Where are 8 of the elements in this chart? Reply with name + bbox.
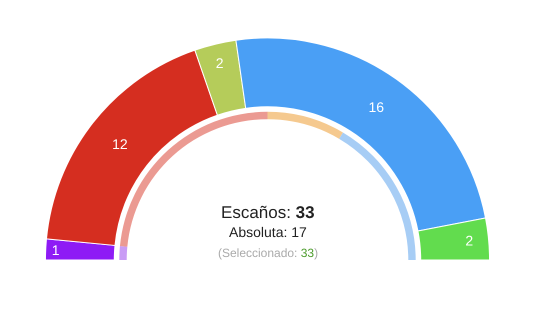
- data-label: 2: [216, 54, 224, 71]
- text: Escaños: 33: [221, 203, 315, 222]
- text: Absoluta: 17: [229, 224, 308, 240]
- data-label: 16: [368, 99, 384, 116]
- text: (Seleccionado: 33): [218, 246, 318, 260]
- data-label: 12: [112, 136, 128, 152]
- data-label: 2: [465, 232, 474, 249]
- data-label: 1: [52, 242, 60, 258]
